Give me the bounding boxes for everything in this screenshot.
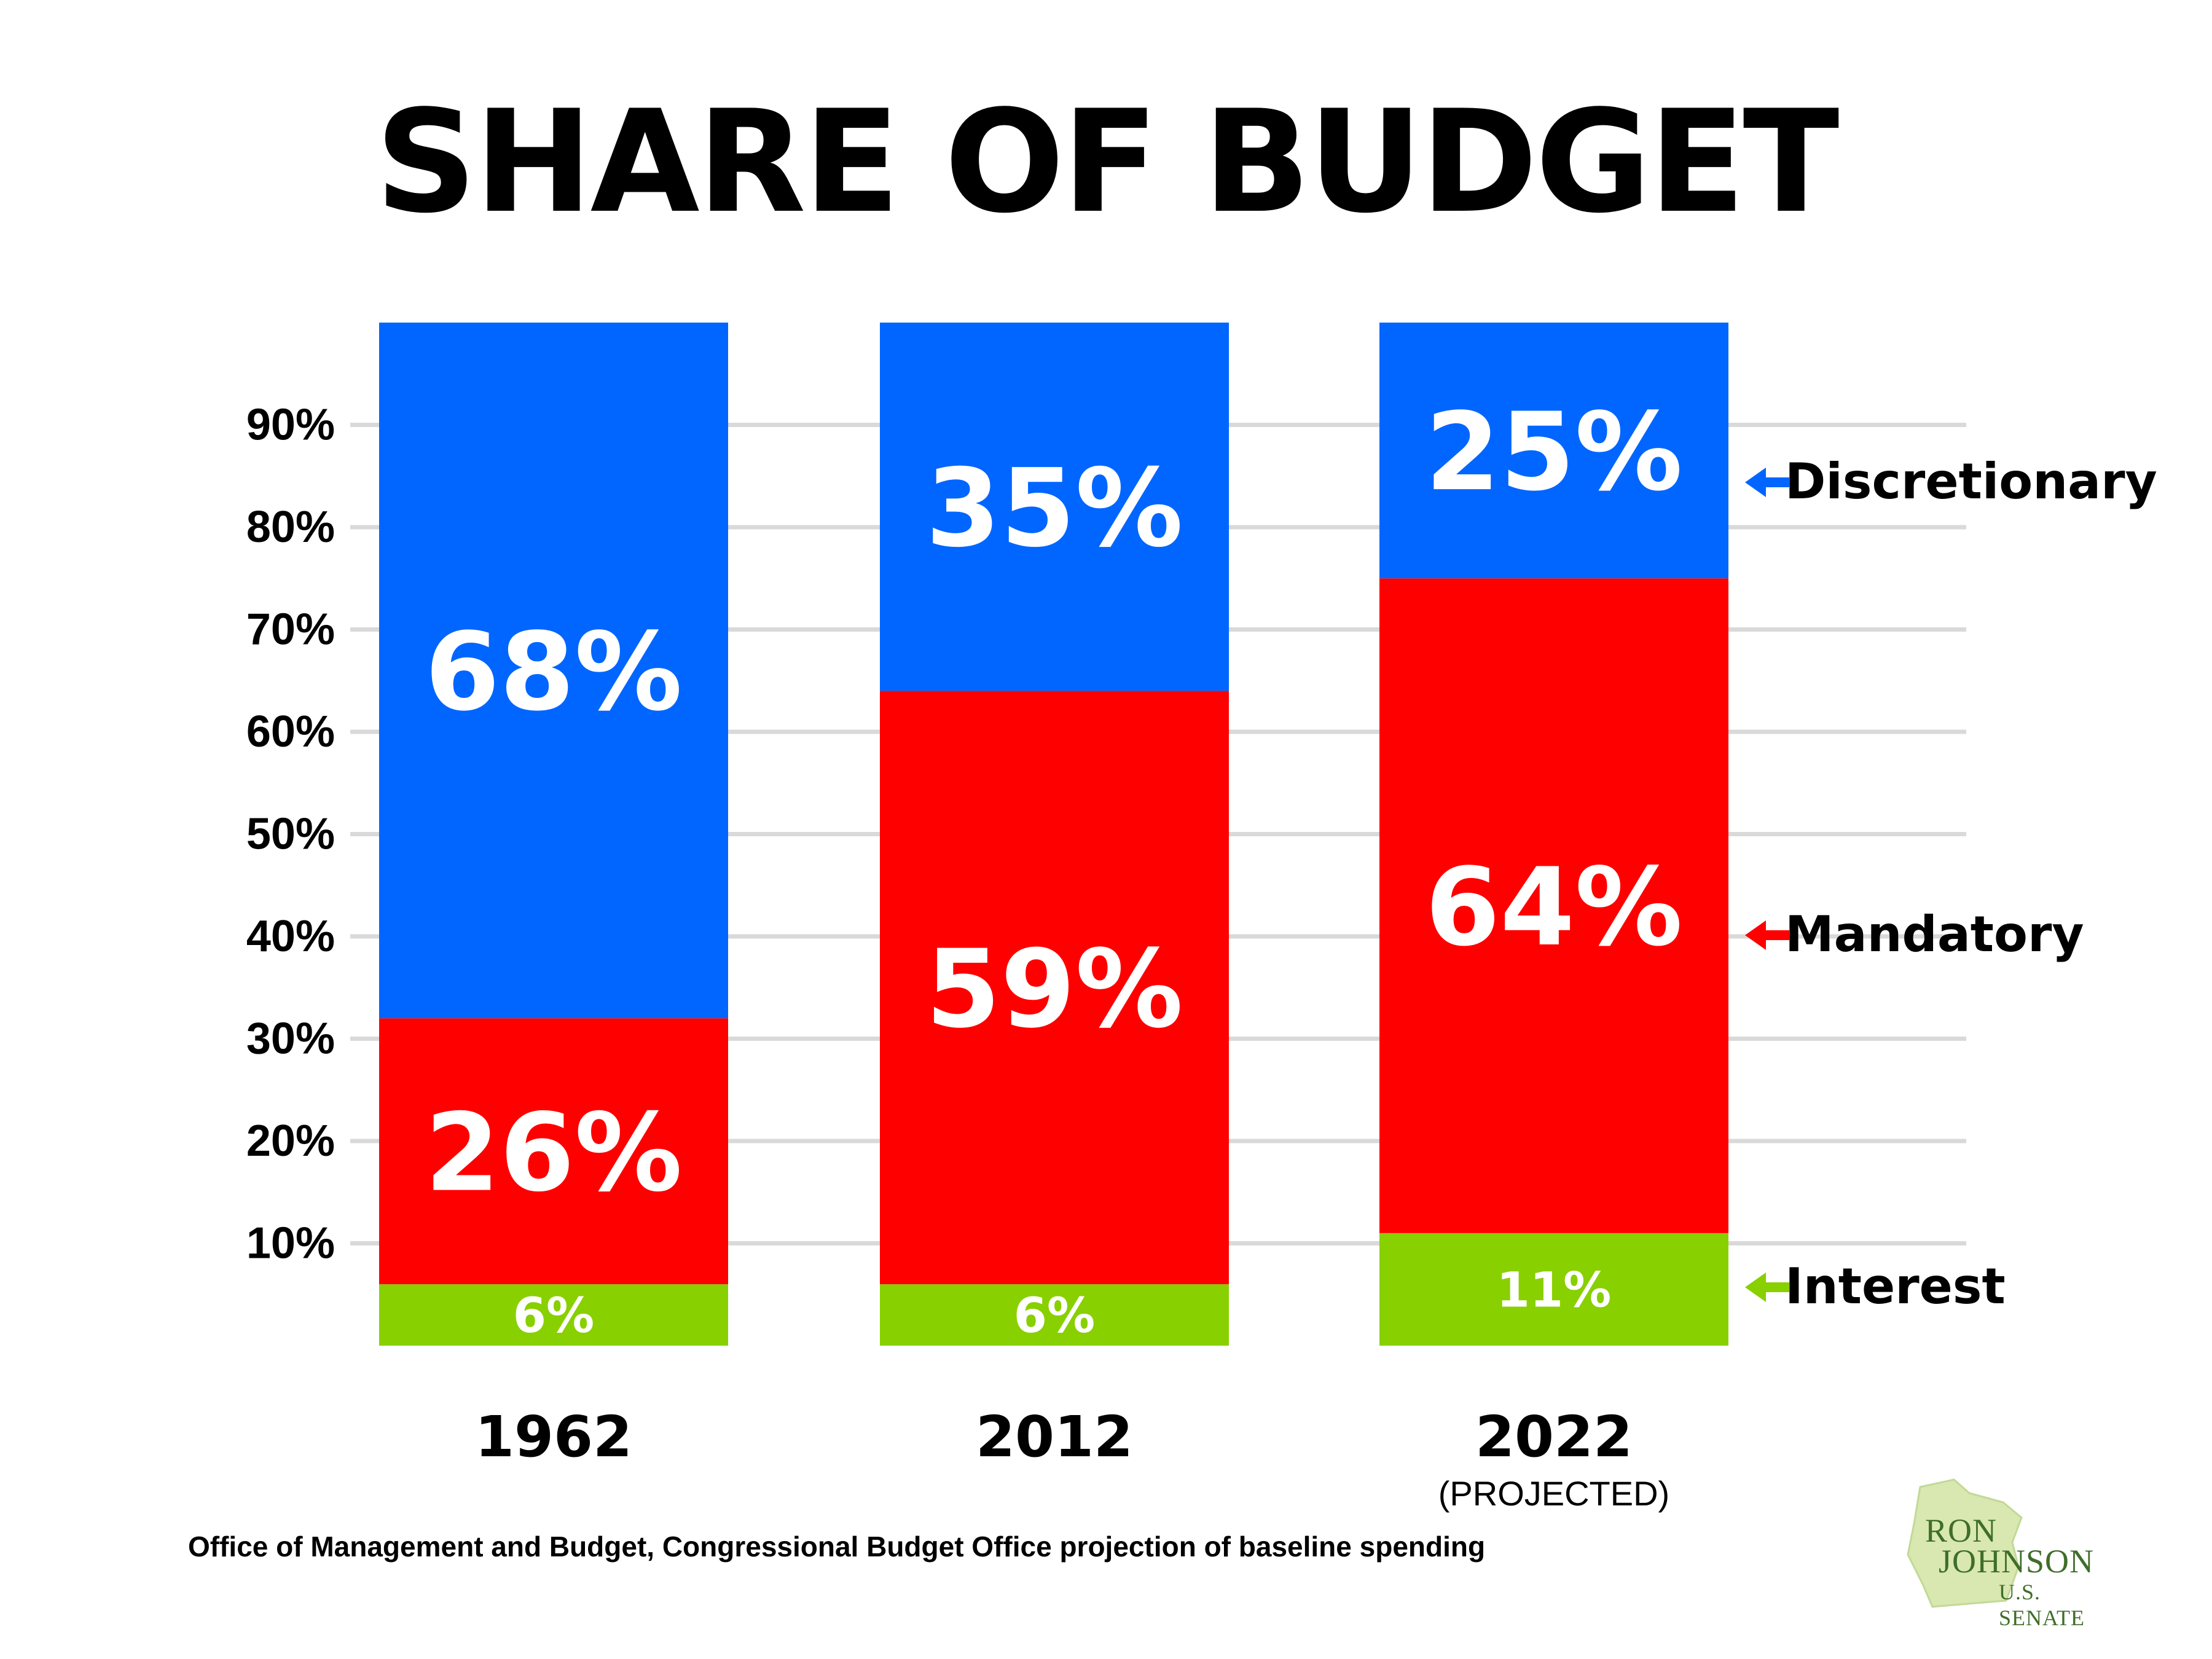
data-label: 6% [1014, 1288, 1095, 1344]
x-tick-label: 1962 [475, 1404, 632, 1470]
x-tick-label: 2012 [976, 1404, 1133, 1470]
y-tick-label: 30% [246, 1014, 335, 1064]
y-tick-label: 50% [246, 810, 335, 859]
logo-line-1: RON [1925, 1512, 1998, 1549]
y-tick-label: 40% [246, 912, 335, 961]
x-tick-note: (PROJECTED) [1438, 1474, 1669, 1513]
y-tick-label: 60% [246, 707, 335, 756]
y-axis-ticks: 10% 20% 30% 40% 50% 60% 70% 80% 90% [246, 401, 335, 1268]
y-tick-label: 90% [246, 401, 335, 450]
y-tick-label: 80% [246, 503, 335, 552]
logo-line-2: JOHNSON [1939, 1543, 2095, 1580]
arrow-left-icon [1745, 468, 1789, 497]
legend: Interest Mandatory Discretionary [1745, 453, 2157, 1315]
data-label: 35% [926, 447, 1183, 571]
bar-segment-discretionary-1962 [379, 323, 728, 1019]
x-axis-ticks: 1962 2012 2022 (PROJECTED) [475, 1404, 1669, 1513]
data-label: 25% [1426, 390, 1683, 515]
bar-segment-mandatory-2022 [1379, 578, 1728, 1233]
legend-label-mandatory: Mandatory [1785, 906, 2084, 963]
source-note: Office of Management and Budget, Congres… [188, 1531, 1486, 1563]
y-tick-label: 70% [246, 605, 335, 654]
chart-title: SHARE OF BUDGET [375, 80, 1840, 245]
x-tick-label: 2022 [1475, 1404, 1633, 1470]
legend-label-discretionary: Discretionary [1785, 453, 2157, 510]
bar-segment-interest-1962 [379, 1284, 728, 1346]
data-label: 68% [425, 610, 683, 735]
bars: 6% 26% 68% 6% 59% 35% 11% 64% 25% [379, 323, 1728, 1346]
logo-line-3: U.S. SENATE [1999, 1580, 2085, 1630]
y-tick-label: 10% [246, 1219, 335, 1268]
data-label: 64% [1426, 845, 1683, 970]
bar-segment-mandatory-2012 [880, 691, 1229, 1285]
arrow-left-icon [1745, 920, 1789, 950]
y-tick-label: 20% [246, 1116, 335, 1166]
bar-segment-discretionary-2012 [880, 323, 1229, 691]
data-label: 26% [425, 1091, 683, 1216]
bar-segment-mandatory-1962 [379, 1018, 728, 1285]
data-label: 59% [926, 927, 1183, 1052]
arrow-left-icon [1745, 1273, 1789, 1302]
wisconsin-map-icon [1907, 1478, 2023, 1608]
ron-johnson-logo: RON JOHNSON U.S. SENATE [1896, 1475, 2098, 1630]
bar-segment-interest-2022 [1379, 1233, 1728, 1346]
bar-segment-interest-2012 [880, 1284, 1229, 1346]
bar-segment-discretionary-2022 [1379, 323, 1728, 579]
data-label: 6% [513, 1288, 594, 1344]
data-label: 11% [1497, 1263, 1612, 1319]
legend-label-interest: Interest [1785, 1258, 2006, 1315]
